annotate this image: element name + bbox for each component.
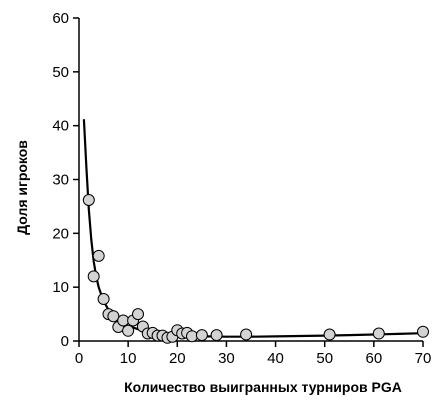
data-point [210, 329, 223, 342]
axes [73, 17, 424, 347]
x-tick-label: 70 [415, 350, 432, 367]
x-tick-label: 10 [120, 350, 137, 367]
x-tick-label: 40 [267, 350, 284, 367]
y-tick-label: 40 [52, 118, 69, 135]
y-tick-label: 30 [52, 172, 69, 189]
y-axis-title: Доля игроков [14, 140, 30, 235]
data-point [82, 194, 95, 206]
y-tick-label: 0 [61, 333, 69, 350]
x-axis-title: Количество выигранных турниров PGA [124, 379, 402, 395]
fit-line-layer [82, 119, 424, 338]
data-point [97, 293, 110, 305]
data-point [186, 330, 198, 343]
data-point [323, 328, 336, 341]
data-point [195, 329, 208, 342]
data-point [132, 308, 144, 321]
x-tick-label: 0 [75, 350, 83, 367]
x-tick-label: 60 [366, 350, 383, 367]
x-tick-label: 50 [316, 350, 333, 367]
scatter-points [82, 194, 429, 344]
y-tick-label: 60 [52, 10, 69, 27]
tick-labels: 0 10 20 30 40 50 60 0 10 20 30 40 50 60 70 [52, 10, 431, 367]
data-point [92, 249, 105, 262]
data-point [417, 325, 429, 338]
y-tick-label: 50 [52, 64, 69, 81]
y-tick-label: 20 [52, 225, 69, 242]
data-point [122, 324, 135, 337]
data-point [372, 327, 385, 340]
data-point [87, 270, 100, 283]
data-point [117, 314, 130, 327]
y-tick-label: 10 [52, 279, 69, 296]
data-point [107, 310, 120, 323]
x-tick-label: 30 [218, 350, 235, 367]
fit-line [82, 119, 424, 338]
data-point [240, 328, 253, 341]
x-tick-label: 20 [169, 350, 186, 367]
